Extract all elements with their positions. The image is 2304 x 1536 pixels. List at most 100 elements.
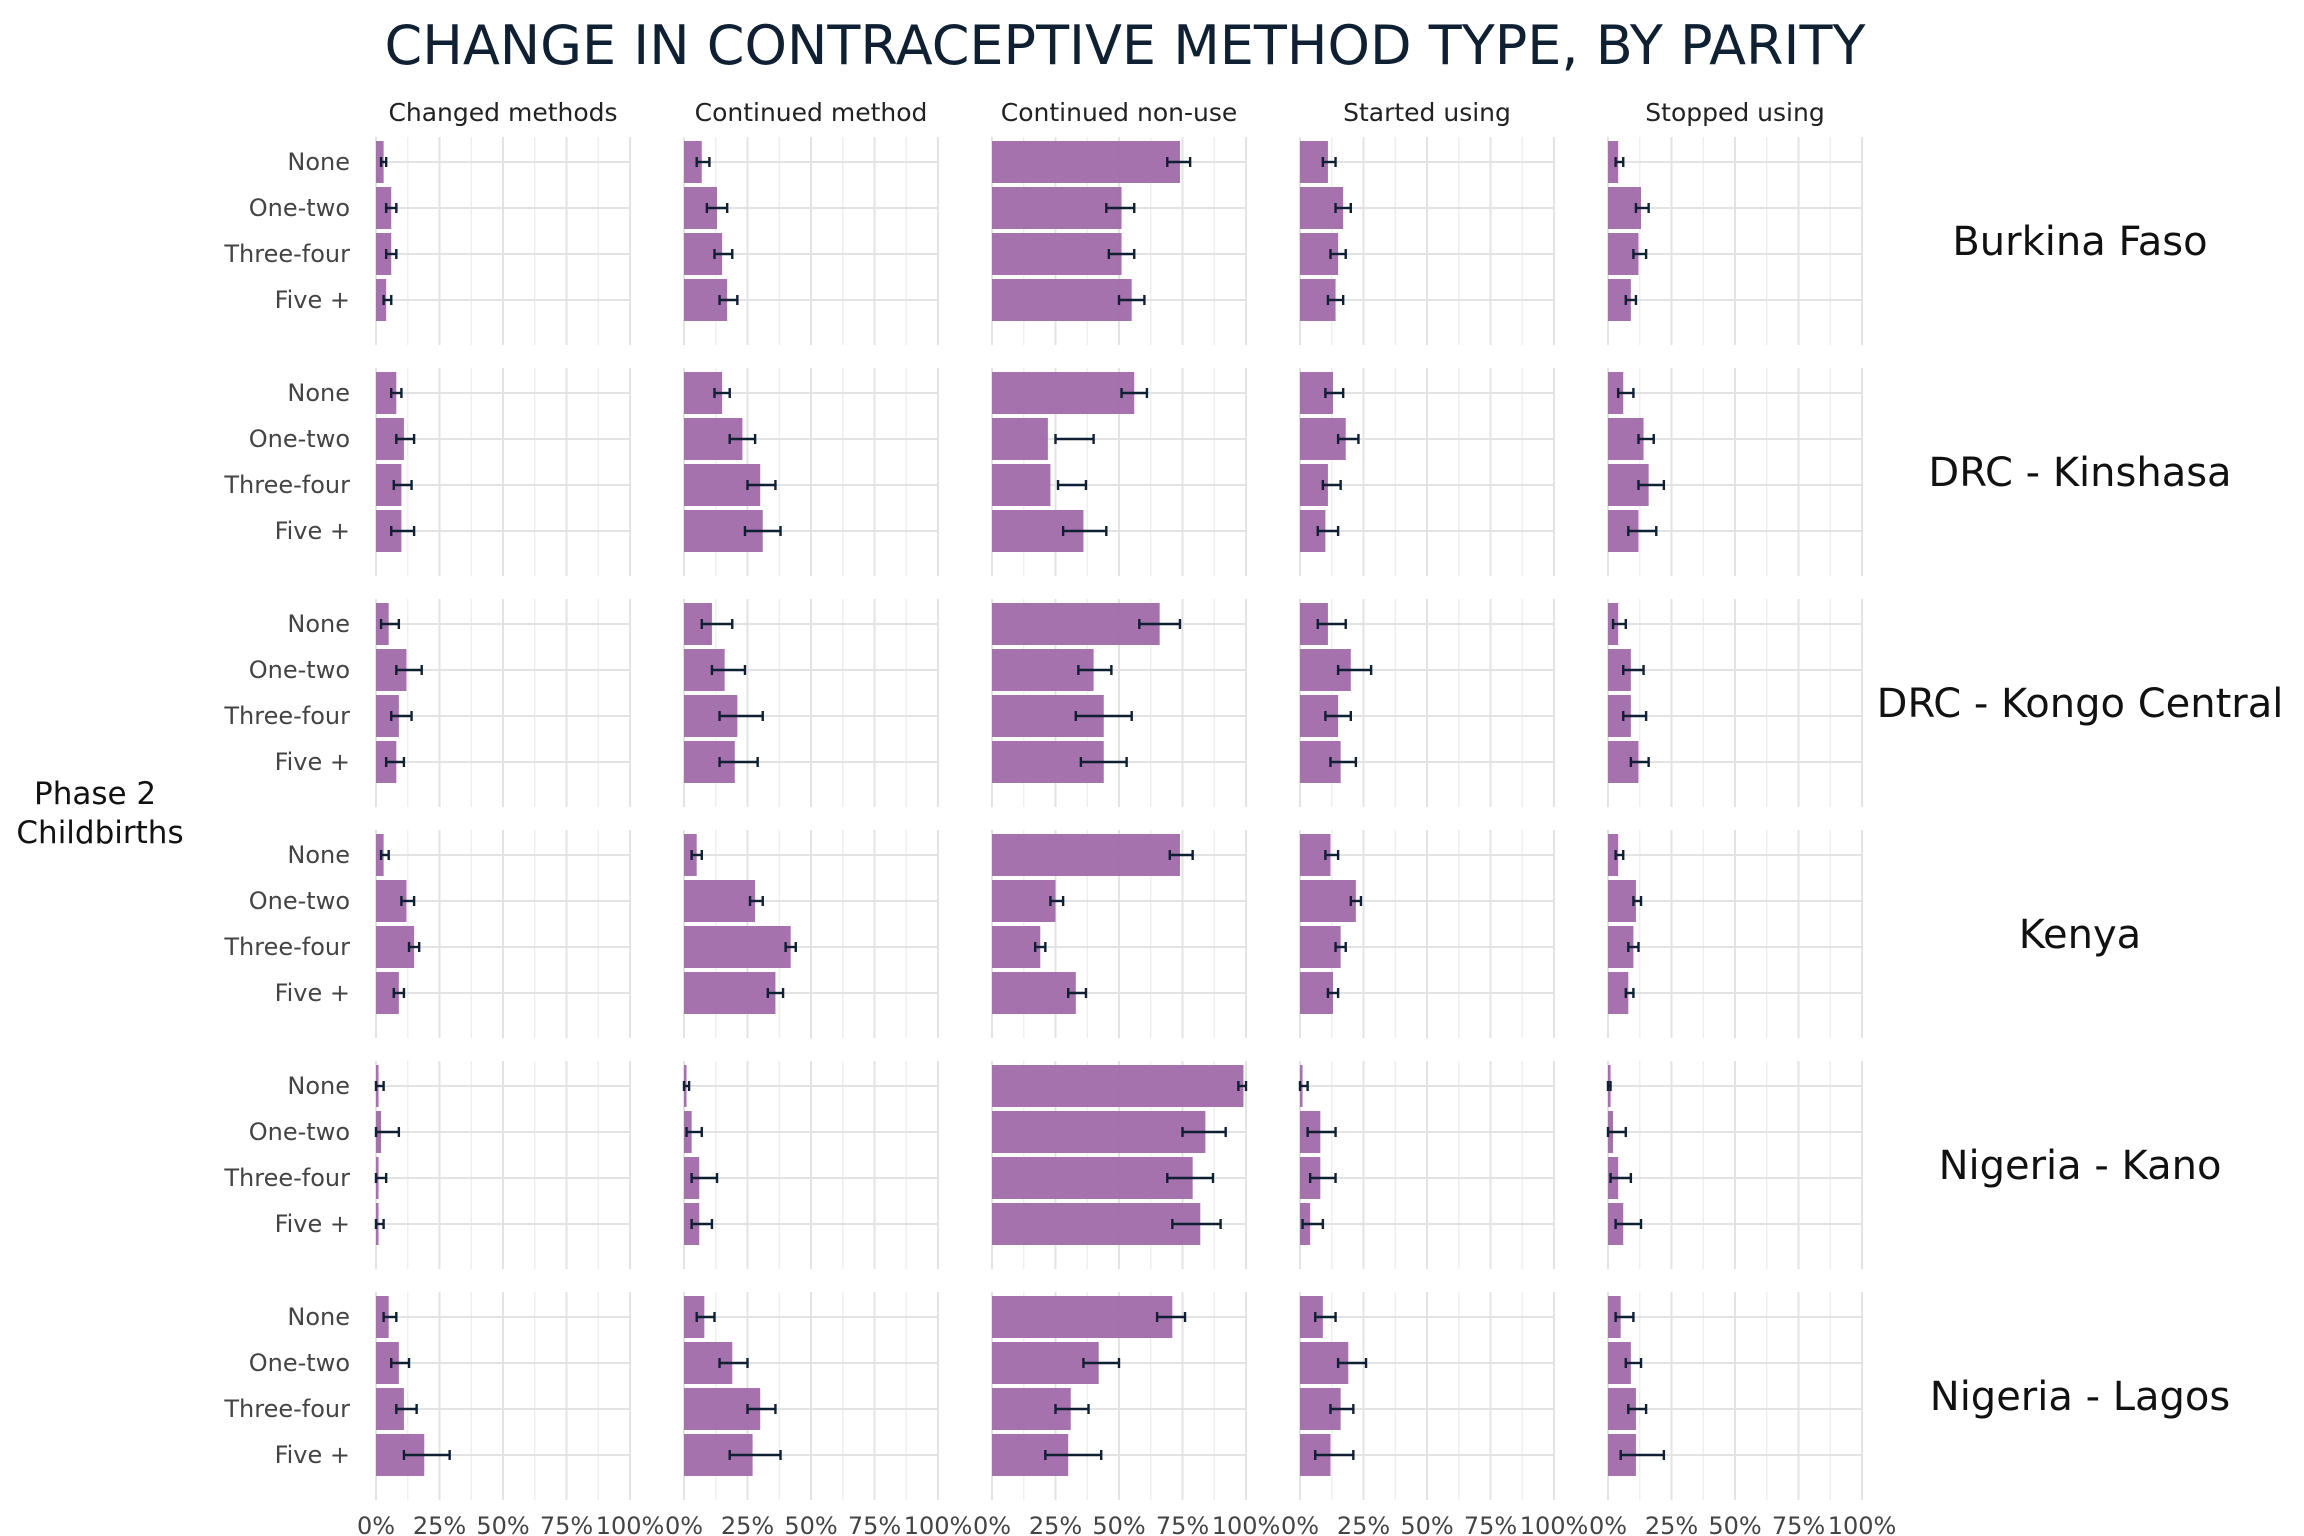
error-bar — [1155, 1312, 1187, 1322]
bar — [1608, 972, 1629, 1014]
category-label: One-two — [249, 887, 350, 915]
bar — [992, 141, 1180, 183]
error-bar — [1301, 1219, 1325, 1229]
y-axis-label-line-2: Childbirths — [16, 815, 183, 851]
error-bar — [407, 942, 421, 952]
error-bar — [713, 249, 734, 259]
facet-panel — [375, 368, 631, 576]
error-bar — [1629, 757, 1650, 767]
error-bar — [1117, 295, 1146, 305]
category-label: Three-four — [223, 702, 350, 730]
facet-panel — [1607, 368, 1863, 576]
error-bar — [379, 157, 388, 167]
x-tick-label: 100% — [1828, 1512, 1897, 1536]
facet-row: DRC - Kongo Central None One-two Three-four… — [223, 599, 2283, 807]
error-bar — [695, 157, 711, 167]
x-tick-label: 100% — [904, 1512, 973, 1536]
error-bar — [700, 619, 734, 629]
error-bar — [1105, 203, 1136, 213]
error-bar — [1033, 942, 1047, 952]
facet-panel — [991, 137, 1247, 345]
error-bar — [1634, 203, 1650, 213]
error-bar — [1166, 157, 1192, 167]
error-bar — [690, 1219, 714, 1229]
bar — [992, 464, 1051, 506]
y-axis-label-line-1: Phase 2 — [34, 776, 156, 812]
error-bar — [728, 434, 757, 444]
bar — [992, 1203, 1201, 1245]
facet-panel — [375, 1292, 631, 1500]
bar — [684, 972, 776, 1014]
error-bar — [400, 896, 416, 906]
facet-panel — [991, 599, 1247, 807]
error-bar — [1171, 1219, 1222, 1229]
category-label: Three-four — [223, 471, 350, 499]
x-tick-label: 75% — [1156, 1512, 1209, 1536]
bar — [376, 141, 384, 183]
error-bar — [392, 988, 406, 998]
error-bar — [1138, 619, 1182, 629]
bar — [376, 233, 392, 275]
bar — [1608, 1342, 1631, 1384]
bar — [1608, 372, 1624, 414]
facet-row: Burkina Faso None One-two Three-four Five + — [223, 137, 2208, 345]
x-tick-label: 25% — [1337, 1512, 1390, 1536]
error-bar — [1329, 757, 1358, 767]
bar — [992, 1342, 1099, 1384]
bar — [1300, 926, 1341, 968]
error-bar — [1336, 665, 1373, 675]
error-bar — [695, 1312, 716, 1322]
bar — [992, 1296, 1173, 1338]
facet-panel — [683, 599, 939, 807]
facet-panel — [1299, 1292, 1555, 1500]
error-bar — [1329, 249, 1347, 259]
x-tick-label: 50% — [476, 1512, 529, 1536]
error-bar — [395, 1404, 418, 1414]
error-bar — [374, 1219, 385, 1229]
category-label: None — [287, 610, 350, 638]
error-bar — [1316, 526, 1340, 536]
error-bar — [379, 619, 401, 629]
x-tick-label: 25% — [413, 1512, 466, 1536]
facet-panel — [1299, 830, 1555, 1038]
bar — [992, 233, 1122, 275]
error-bar — [382, 295, 393, 305]
error-bar — [1166, 1173, 1215, 1183]
error-bar — [1321, 157, 1337, 167]
error-bar — [1622, 711, 1648, 721]
bar — [684, 880, 756, 922]
facet-panel — [683, 137, 939, 345]
bar — [376, 695, 399, 737]
bar — [992, 1065, 1244, 1107]
error-bar — [374, 1127, 401, 1137]
category-label: One-two — [249, 194, 350, 222]
x-tick-label: 50% — [1400, 1512, 1453, 1536]
error-bar — [1314, 1312, 1337, 1322]
bar — [992, 649, 1094, 691]
error-bar — [690, 1173, 719, 1183]
error-bar — [1632, 896, 1643, 906]
facet-panel — [1299, 137, 1555, 345]
bar — [992, 279, 1132, 321]
error-bar — [1632, 249, 1648, 259]
facet-row: Nigeria - Lagos None One-two Three-four Five… — [223, 1292, 2230, 1500]
category-label: One-two — [249, 425, 350, 453]
facet-row-label: DRC - Kinshasa — [1928, 450, 2231, 496]
error-bar — [710, 665, 747, 675]
error-bar — [1079, 757, 1128, 767]
facet-panel — [1606, 1061, 1863, 1269]
bar — [992, 926, 1041, 968]
category-label: Five + — [275, 286, 350, 314]
error-bar — [1329, 1404, 1355, 1414]
error-bar — [1061, 526, 1108, 536]
bar — [1608, 1296, 1621, 1338]
category-label: Five + — [275, 1210, 350, 1238]
x-tick-label: 75% — [540, 1512, 593, 1536]
category-label: None — [287, 1303, 350, 1331]
error-bar — [718, 711, 764, 721]
facet-row: Nigeria - Kano None One-two Three-four Five … — [223, 1061, 2221, 1269]
facet-panel — [1607, 830, 1863, 1038]
facet-row-label: Kenya — [2019, 912, 2141, 958]
error-bar — [718, 757, 759, 767]
